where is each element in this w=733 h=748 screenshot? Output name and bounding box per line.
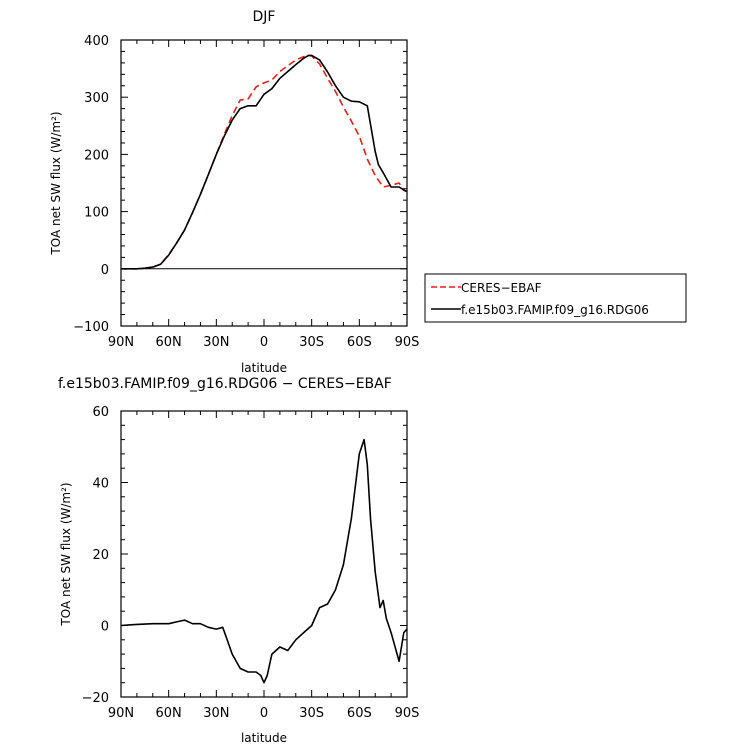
series-line-model [120,438,408,684]
y-tick-label: 0 [101,263,109,278]
x-tick-label: 30S [299,335,324,350]
x-tick-label: 0 [260,706,268,721]
x-tick-label: 60S [347,335,372,350]
y-axis-label: TOA net SW flux (W/m²) [59,482,73,626]
x-tick-label: 90N [108,706,134,721]
y-tick-label: 200 [84,148,109,163]
legend-box [424,273,687,323]
x-tick-label: 30S [299,706,324,721]
series-line-ceres-ebaf [121,54,408,270]
y-tick-label: −20 [82,691,109,706]
x-tick-label: 0 [260,335,268,350]
x-tick-label: 60N [156,335,182,350]
chart-title: DJF [253,9,276,25]
y-axis-label: TOA net SW flux (W/m²) [49,111,63,255]
x-tick-label: 90S [395,706,420,721]
x-tick-label: 30N [203,706,229,721]
top-panel-djf: 90N 60N 30N 0 30S 60S 90S −100 0 100 200 300 400 DJF l… [49,9,419,375]
plot-frame [120,410,408,698]
series-line-model [121,54,408,270]
x-tick-label: 30N [203,335,229,350]
y-tick-label: −100 [73,320,109,335]
y-tick-label: 60 [92,405,109,420]
x-tick-label: 90N [108,335,134,350]
y-tick-label: 400 [84,34,109,49]
y-tick-label: 20 [92,548,109,563]
chart-title: f.e15b03.FAMIP.f09_g16.RDG06 − CERES−EBA… [58,376,392,392]
y-tick-label: 100 [84,206,109,221]
bottom-panel-difference: 90N 60N 30N 0 30S 60S 90S −20 0 20 40 60 f.e15b03.FA… [58,376,419,745]
x-axis-label: latitude [241,731,287,745]
y-tick-label: 0 [101,620,109,635]
x-tick-label: 90S [395,335,420,350]
legend: CERES−EBAF f.e15b03.FAMIP.f09_g16.RDG06 [424,273,687,323]
x-axis-label: latitude [241,361,287,375]
legend-label: CERES−EBAF [461,281,542,295]
y-tick-label: 40 [92,477,109,492]
x-tick-label: 60N [156,706,182,721]
y-tick-label: 300 [84,91,109,106]
x-tick-label: 60S [347,706,372,721]
legend-label: f.e15b03.FAMIP.f09_g16.RDG06 [461,303,649,317]
